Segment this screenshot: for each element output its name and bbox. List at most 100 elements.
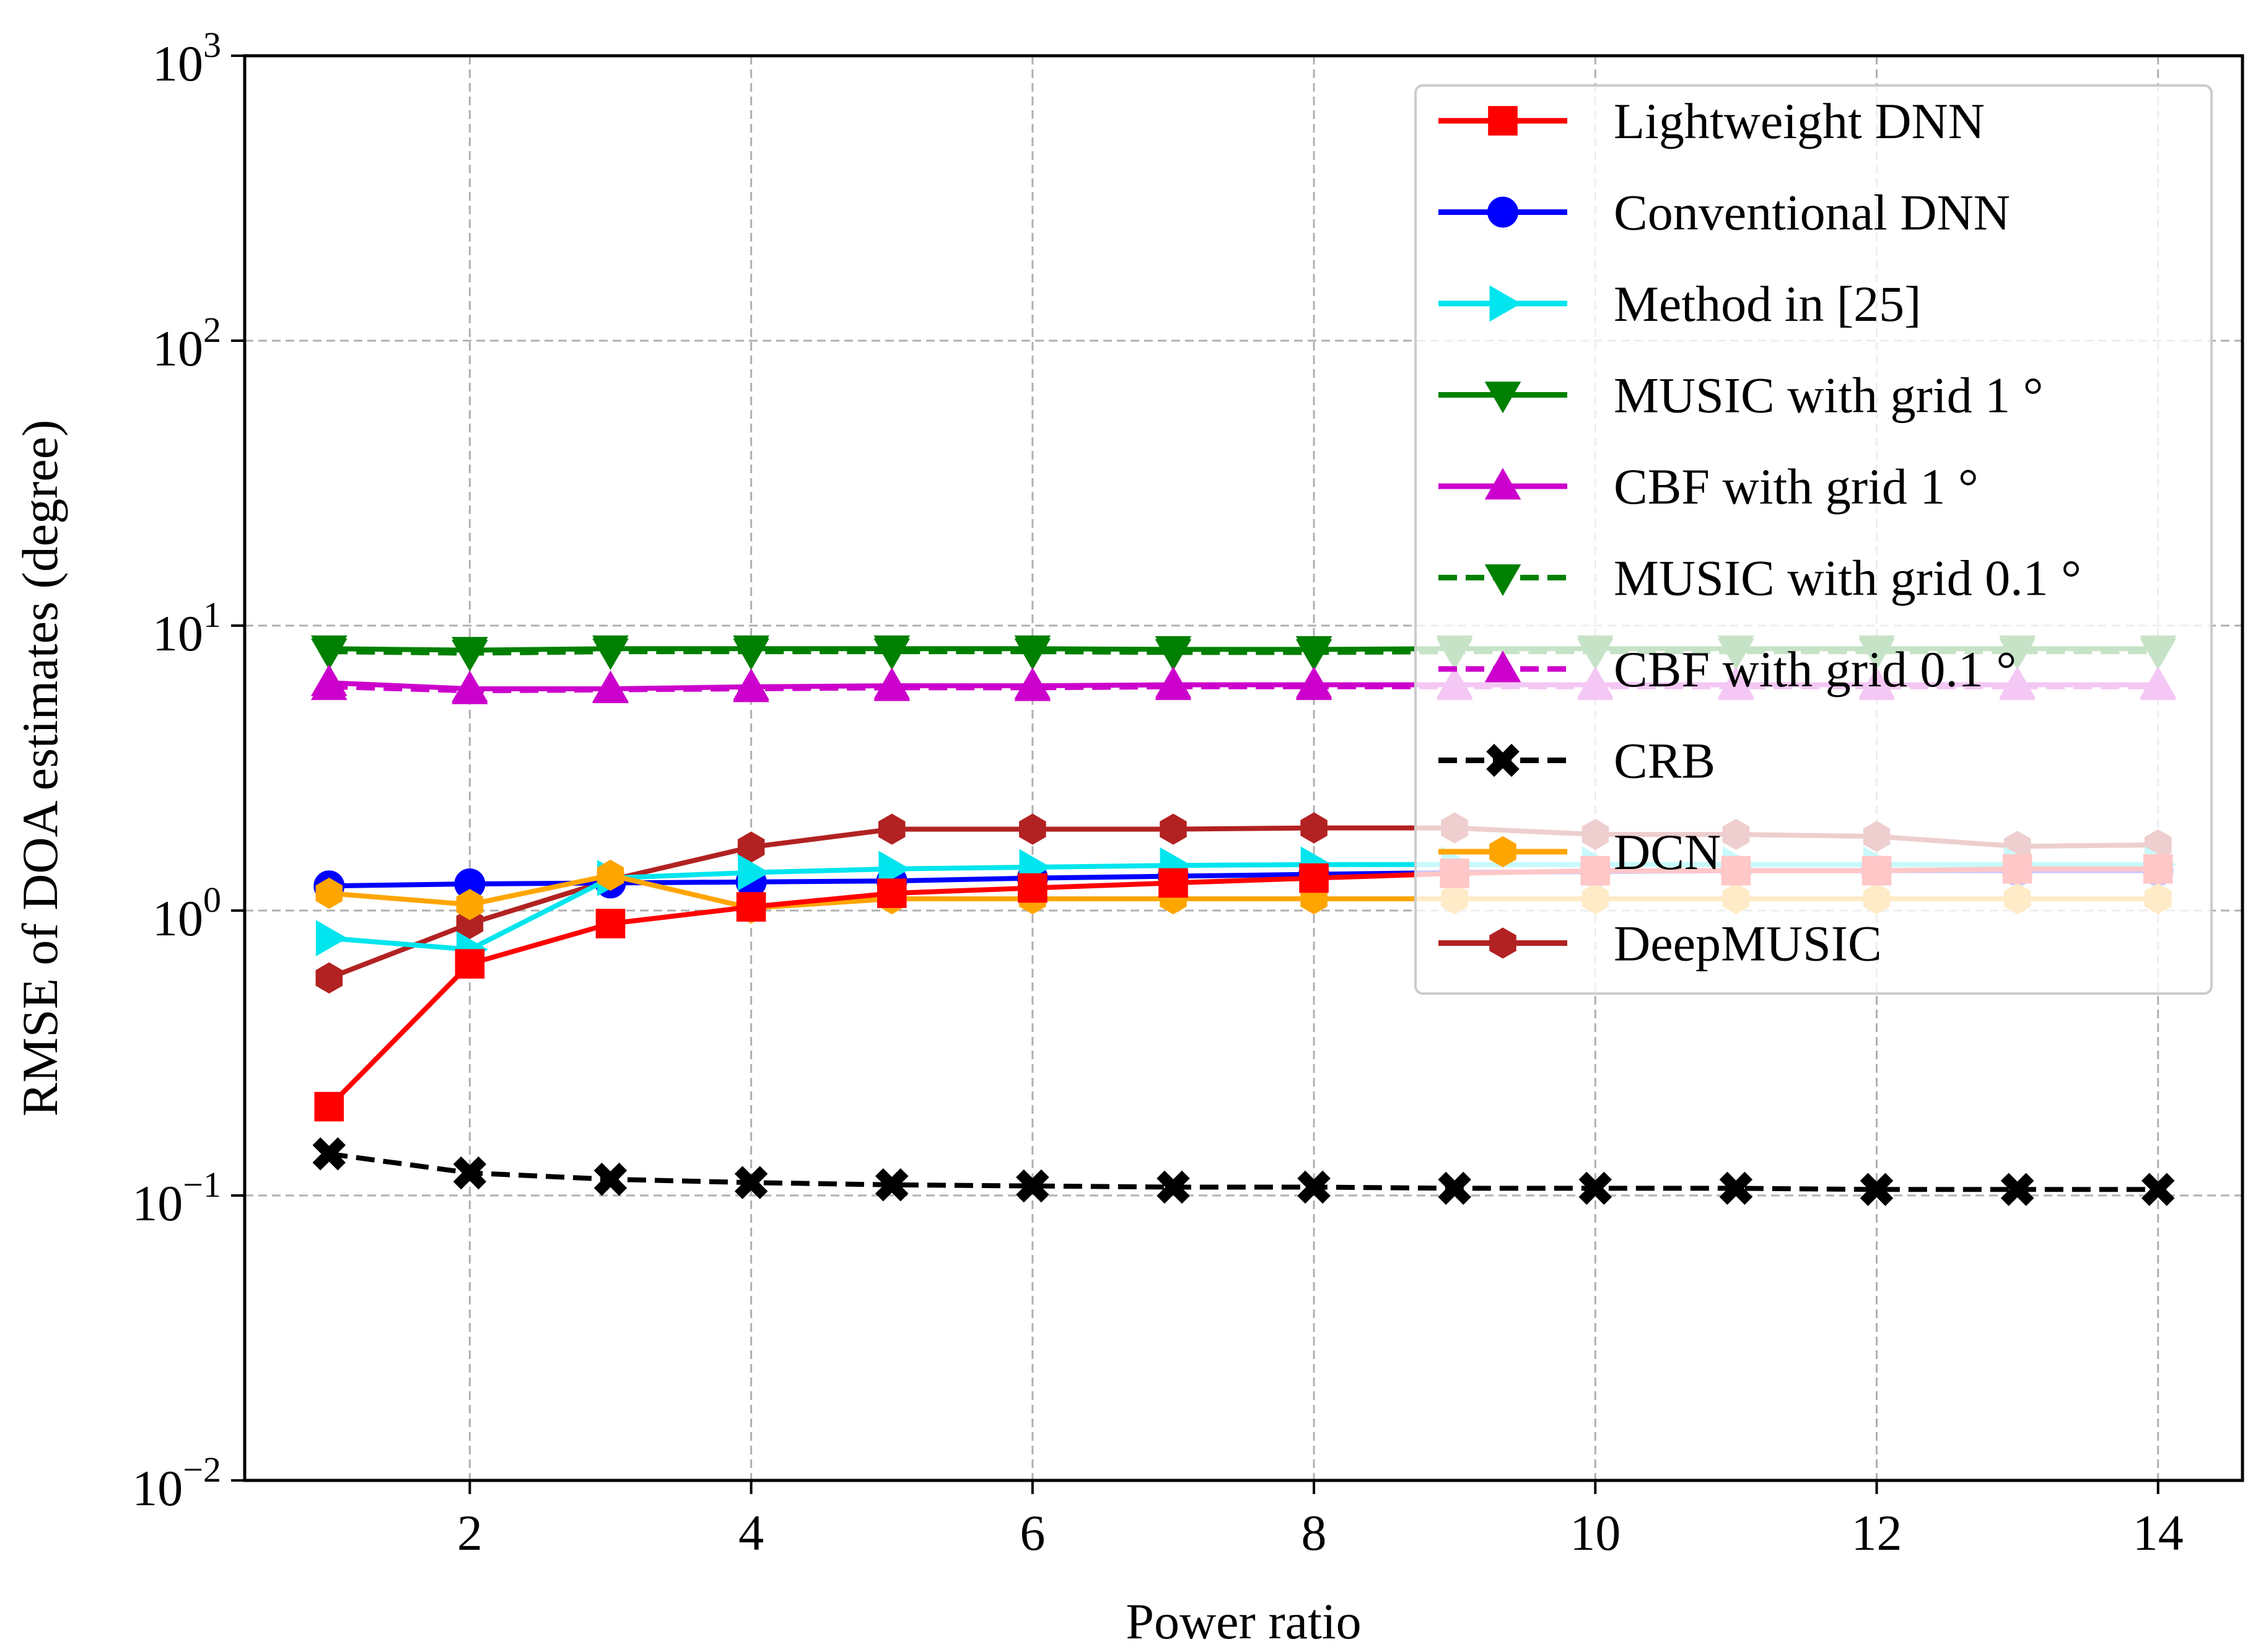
data-point	[2000, 1173, 2034, 1207]
legend-marker	[1484, 382, 1521, 414]
x-tick-label: 2	[457, 1505, 483, 1561]
x-tick-label: 12	[1852, 1505, 1902, 1561]
y-tick-label: 10−1	[132, 1165, 221, 1231]
data-point	[873, 667, 911, 699]
legend-marker	[1484, 650, 1521, 683]
legend-label: CBF with grid 0.1 °	[1614, 641, 2016, 697]
legend-label: MUSIC with grid 0.1 °	[1614, 550, 2081, 606]
data-point	[875, 1168, 909, 1202]
data-point	[878, 813, 906, 845]
legend-marker	[1488, 106, 1518, 136]
plot-frame	[243, 54, 2244, 1482]
x-axis-label: Power ratio	[1126, 1593, 1361, 1650]
x-tick-label: 10	[1570, 1505, 1621, 1561]
x-tick-label: 4	[738, 1505, 764, 1561]
data-point	[456, 889, 484, 920]
y-tick-label: 103	[152, 25, 221, 92]
x-tick-label: 8	[1301, 1505, 1327, 1561]
data-point	[314, 1091, 344, 1122]
x-tick-label: 6	[1020, 1505, 1045, 1561]
legend-item: DeepMUSIC	[1438, 916, 1882, 972]
data-point	[315, 920, 348, 956]
legend-label: Conventional DNN	[1614, 185, 2010, 241]
data-point	[1719, 1171, 1753, 1205]
data-point	[593, 1163, 628, 1196]
data-point	[2141, 1173, 2175, 1207]
legend-marker	[1489, 836, 1516, 868]
legend-box	[1414, 84, 2213, 995]
data-point	[1860, 1173, 1894, 1207]
y-tick-label: 102	[152, 310, 221, 377]
data-point	[873, 635, 911, 667]
data-point	[1295, 636, 1332, 668]
legend-label: DeepMUSIC	[1614, 916, 1882, 972]
data-point	[1158, 868, 1188, 898]
legend-label: CRB	[1614, 733, 1715, 789]
axes: 2 4 6 8 10 12 14 10−2 10−1 100 101 102 103	[132, 25, 2183, 1561]
data-point	[1157, 1170, 1190, 1204]
legend-item: MUSIC with grid 1 °	[1438, 367, 2043, 424]
legend-item: CBF with grid 1 °	[1438, 458, 1979, 515]
y-axis-label: RMSE of DOA estimates (degree)	[12, 420, 68, 1117]
legend-item: CRB	[1438, 733, 1715, 789]
data-point	[1016, 1169, 1049, 1203]
data-point	[1014, 667, 1051, 699]
data-point	[1155, 666, 1192, 698]
legend-marker	[1486, 743, 1520, 777]
data-point	[310, 635, 348, 667]
data-point	[315, 962, 343, 994]
legend: Lightweight DNN Conventional DNN Method in…	[1414, 84, 2213, 995]
data-point	[595, 909, 626, 938]
data-point	[733, 668, 769, 701]
legend-marker	[1489, 285, 1521, 322]
legend-marker	[1484, 468, 1521, 500]
data-point	[734, 1166, 768, 1199]
data-point	[1299, 863, 1329, 893]
series-line	[328, 1151, 2158, 1192]
legend-label: Method in [25]	[1614, 276, 1921, 332]
legend-marker	[1487, 196, 1518, 228]
legend-item: Conventional DNN	[1438, 185, 2010, 241]
data-point	[1578, 1171, 1612, 1205]
legend-label: DCN	[1614, 824, 1721, 880]
data-point	[452, 670, 488, 702]
data-point	[1295, 666, 1332, 698]
legend-item: Lightweight DNN	[1438, 93, 1985, 149]
legend-item: Method in [25]	[1438, 276, 1921, 332]
data-point	[736, 892, 766, 922]
data-point	[310, 664, 348, 696]
data-point	[1438, 1171, 1471, 1205]
data-point	[1018, 873, 1048, 903]
data-point	[452, 637, 488, 669]
x-tick-label: 14	[2133, 1505, 2184, 1561]
data-point	[1014, 635, 1051, 667]
y-tick-label: 101	[152, 595, 221, 662]
legend-label: Lightweight DNN	[1614, 93, 1985, 149]
legend-item: CBF with grid 0.1 °	[1438, 641, 2016, 697]
legend-label: CBF with grid 1 °	[1614, 458, 1979, 515]
series-crb	[312, 1137, 2175, 1207]
legend-marker	[1484, 564, 1521, 597]
data-point	[1160, 813, 1187, 845]
data-point	[1155, 636, 1192, 668]
data-point	[592, 635, 629, 667]
data-point	[1297, 1170, 1331, 1204]
data-point	[315, 877, 343, 909]
legend-label: MUSIC with grid 1 °	[1614, 367, 2043, 424]
data-point	[597, 859, 624, 891]
data-point	[455, 949, 485, 979]
data-point	[312, 1137, 346, 1171]
data-point	[738, 854, 770, 891]
legend-marker	[1489, 927, 1516, 959]
data-point	[1019, 813, 1046, 845]
series-line	[329, 649, 2158, 656]
legend-item: DCN	[1438, 824, 1721, 880]
legend-item: MUSIC with grid 0.1 °	[1438, 550, 2081, 606]
data-point	[877, 878, 907, 908]
data-point	[733, 635, 769, 667]
data-point	[878, 850, 911, 888]
data-point	[1300, 812, 1328, 844]
y-tick-label: 10−2	[132, 1449, 221, 1516]
data-point	[592, 670, 629, 702]
